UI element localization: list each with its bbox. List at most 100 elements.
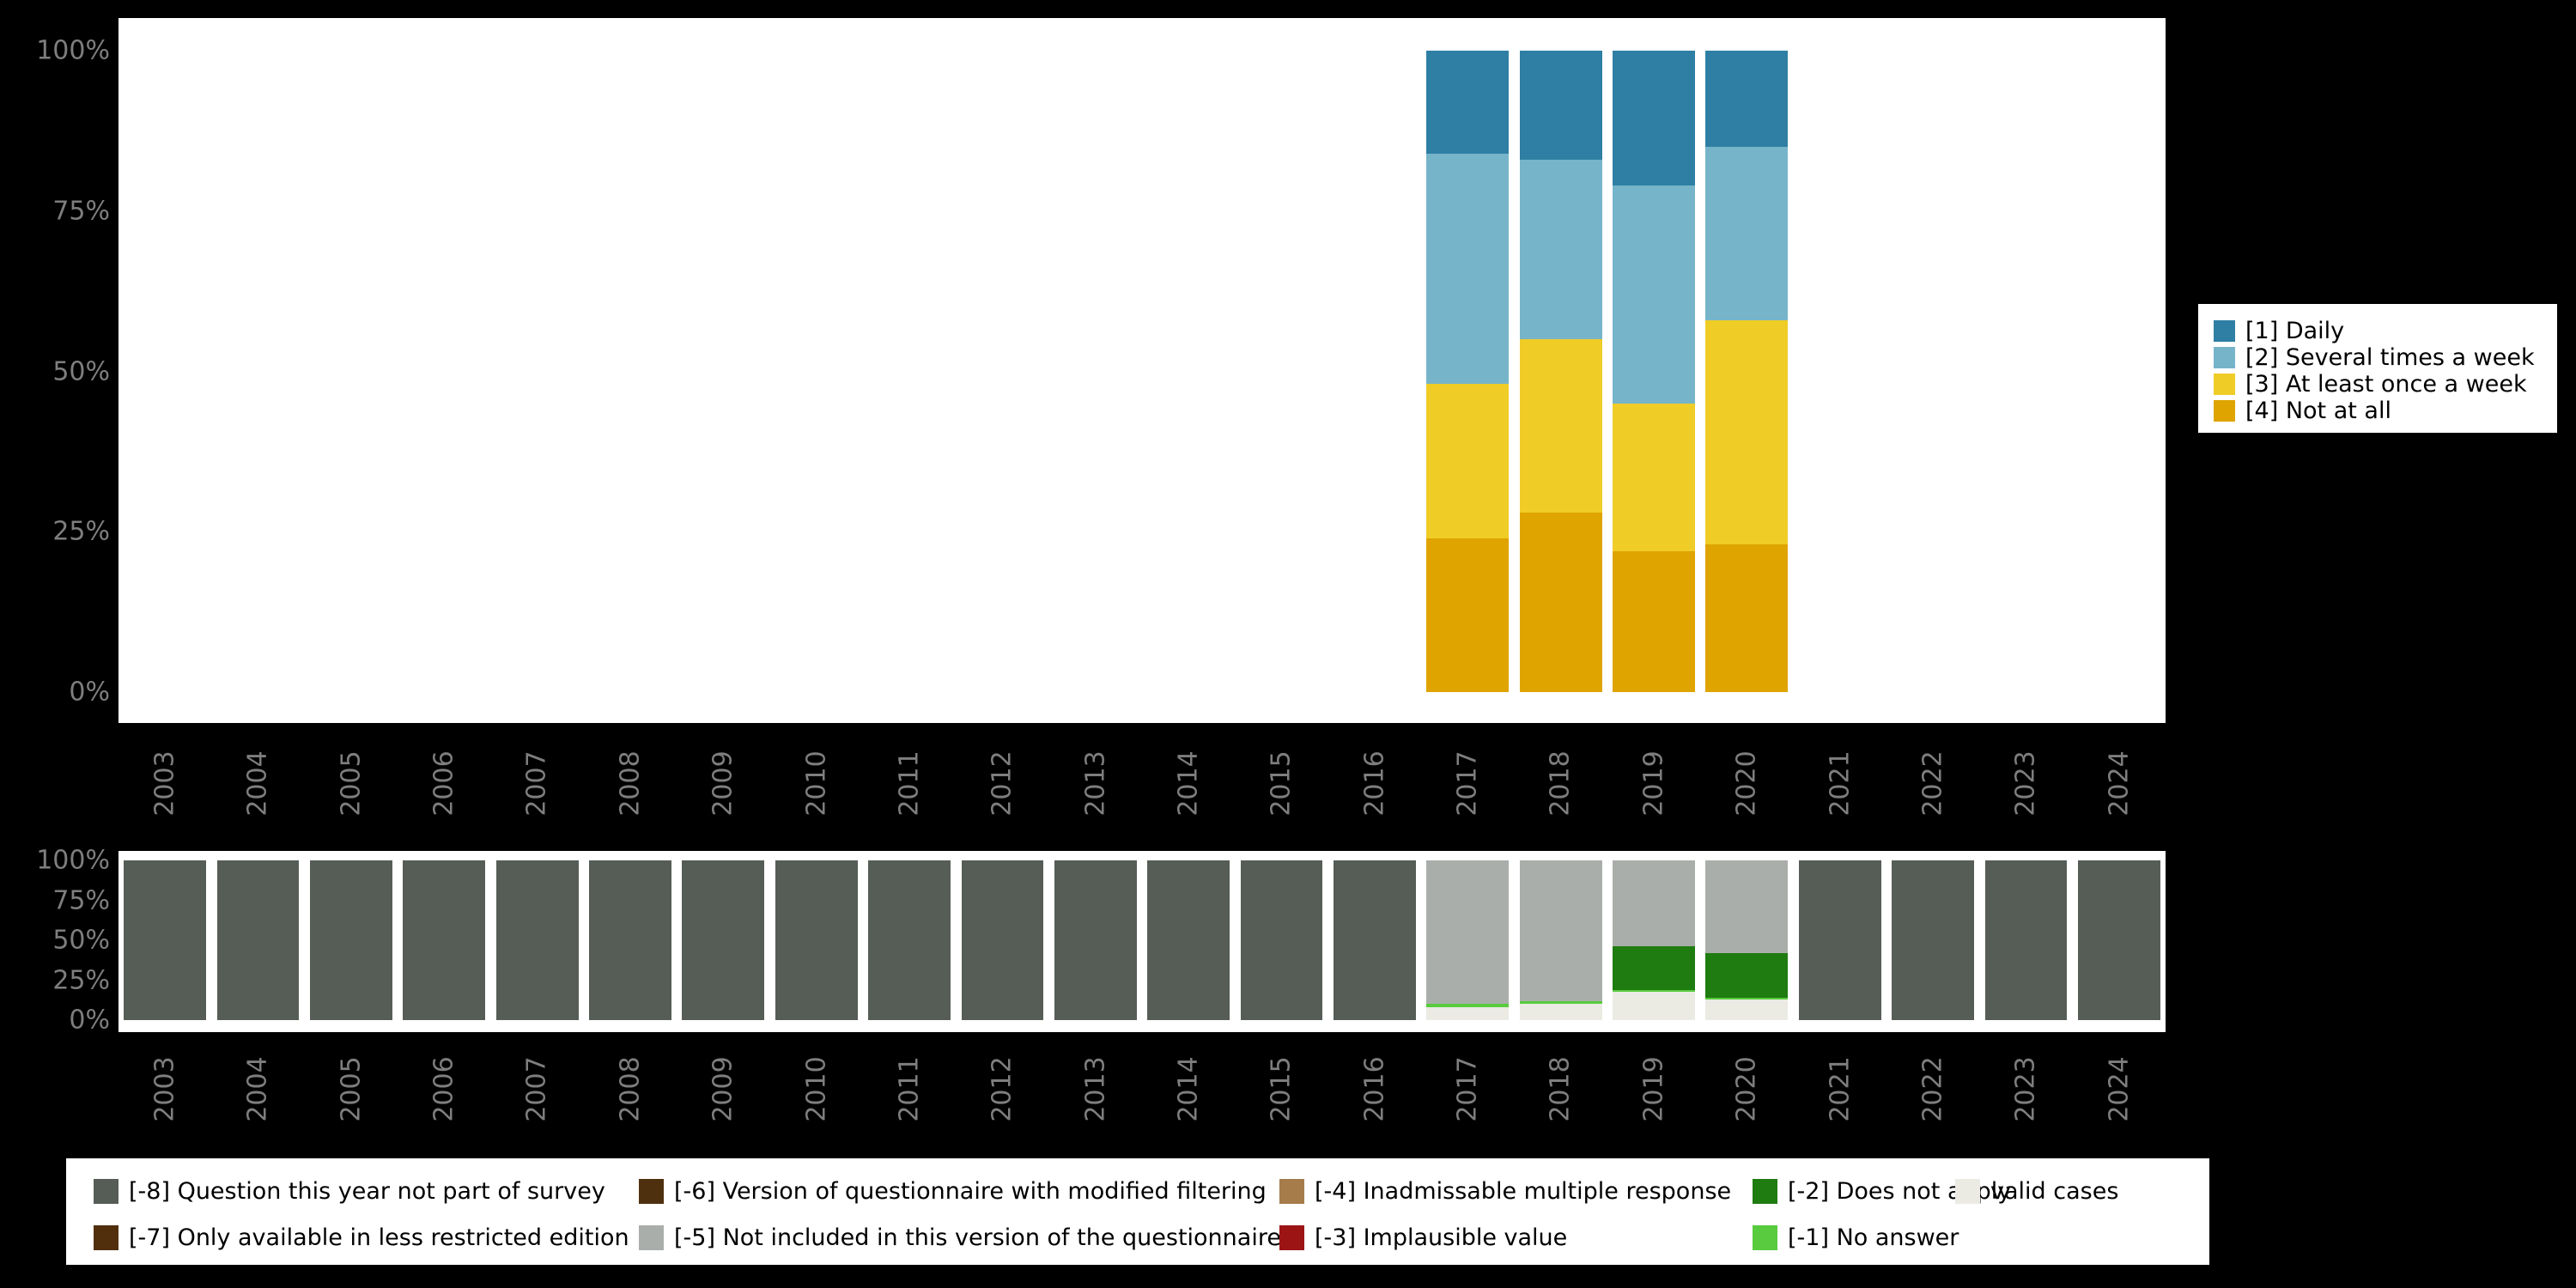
missing-values-chart-x-tick-2010: 2010 xyxy=(770,1041,863,1137)
frequency-chart-y-tick-25: 25% xyxy=(52,516,110,547)
frequency-chart-x-tick-label-2006: 2006 xyxy=(428,750,459,817)
missing-values-chart-x-tick-2024: 2024 xyxy=(2073,1041,2166,1137)
bar-2017-3-at-least-once-a-week xyxy=(1426,384,1510,538)
legend-item-5-not-included-in-this-version-of-the-questionnaire: [-5] Not included in this version of the… xyxy=(639,1223,1281,1252)
legend-item-label: [-1] No answer xyxy=(1788,1224,1959,1251)
bar-2018-1-daily xyxy=(1519,51,1602,160)
bar-2022-8-question-this-year-not-part-of-survey xyxy=(1892,860,1975,1020)
frequency-chart-x-tick-2014: 2014 xyxy=(1142,735,1235,831)
frequency-chart-x-tick-label-2008: 2008 xyxy=(615,750,646,817)
bar-2020-4-not-at-all xyxy=(1705,544,1789,692)
missing-values-chart-y-tick-100: 100% xyxy=(36,845,110,876)
legend-swatch-icon xyxy=(2214,374,2235,395)
bar-2023-8-question-this-year-not-part-of-survey xyxy=(1984,860,2068,1020)
missing-values-chart-x-tick-2022: 2022 xyxy=(1886,1041,1979,1137)
bar-2017-valid-cases xyxy=(1426,1007,1510,1020)
frequency-chart-x-tick-2009: 2009 xyxy=(677,735,769,831)
missing-values-chart-x-tick-2018: 2018 xyxy=(1514,1041,1607,1137)
frequency-chart-x-tick-2008: 2008 xyxy=(584,735,677,831)
frequency-legend: [1] Daily [2] Several times a week [3] At … xyxy=(2198,304,2557,433)
bar-2007-8-question-this-year-not-part-of-survey xyxy=(495,860,579,1020)
frequency-chart-x-tick-label-2003: 2003 xyxy=(149,750,180,817)
bar-2008-8-question-this-year-not-part-of-survey xyxy=(589,860,671,1020)
bar-2010-8-question-this-year-not-part-of-survey xyxy=(775,860,858,1020)
missing-values-chart-y-tick-75: 75% xyxy=(52,885,110,915)
bar-2019-4-not-at-all xyxy=(1613,550,1695,692)
frequency-chart-x-tick-label-2011: 2011 xyxy=(894,750,925,817)
missing-values-chart-y-tick-50: 50% xyxy=(52,925,110,956)
bar-2017-2-several-times-a-week xyxy=(1426,153,1510,385)
frequency-chart-x-tick-2011: 2011 xyxy=(863,735,956,831)
legend-item-label: [2] Several times a week xyxy=(2245,344,2535,371)
missing-values-chart-x-tick-2015: 2015 xyxy=(1235,1041,1327,1137)
missing-values-chart-x-tick-label-2020: 2020 xyxy=(1731,1055,1762,1122)
frequency-chart-x-tick-2003: 2003 xyxy=(118,735,211,831)
legend-item-1-daily: [1] Daily xyxy=(2214,318,2542,344)
missing-values-chart-x-tick-label-2022: 2022 xyxy=(1917,1055,1948,1122)
frequency-chart-x-tick-label-2005: 2005 xyxy=(336,750,367,817)
missing-values-chart-x-tick-2017: 2017 xyxy=(1421,1041,1514,1137)
frequency-chart-x-tick-2016: 2016 xyxy=(1328,735,1421,831)
legend-swatch-icon xyxy=(1279,1178,1304,1204)
missing-values-chart-x-tick-label-2010: 2010 xyxy=(801,1055,832,1122)
bar-2005-8-question-this-year-not-part-of-survey xyxy=(309,860,392,1020)
frequency-chart-x-tick-2004: 2004 xyxy=(211,735,304,831)
legend-swatch-icon xyxy=(1279,1224,1304,1250)
frequency-chart-x-tick-label-2019: 2019 xyxy=(1638,750,1669,817)
frequency-chart-x-tick-label-2023: 2023 xyxy=(2010,750,2041,817)
frequency-chart-x-tick-2018: 2018 xyxy=(1514,735,1607,831)
bar-2011-8-question-this-year-not-part-of-survey xyxy=(868,860,951,1020)
missing-values-chart-plot-area xyxy=(118,851,2166,1032)
bar-2003-8-question-this-year-not-part-of-survey xyxy=(124,860,207,1020)
frequency-chart-x-tick-2024: 2024 xyxy=(2073,735,2166,831)
bar-2017-1-no-answer xyxy=(1426,1004,1510,1008)
frequency-chart-plot-area xyxy=(118,18,2166,723)
missing-values-chart-x-tick-2005: 2005 xyxy=(305,1041,398,1137)
legend-item-1-no-answer: [-1] No answer xyxy=(1753,1223,1959,1252)
missing-values-chart-x-tick-label-2003: 2003 xyxy=(149,1055,180,1122)
legend-item-label: [3] At least once a week xyxy=(2245,371,2527,398)
missing-values-chart-x-tick-2013: 2013 xyxy=(1049,1041,1142,1137)
bar-2006-8-question-this-year-not-part-of-survey xyxy=(403,860,486,1020)
bar-2017-1-daily xyxy=(1426,51,1510,154)
bar-2020-valid-cases xyxy=(1705,999,1789,1020)
bar-2004-8-question-this-year-not-part-of-survey xyxy=(216,860,300,1020)
legend-swatch-icon xyxy=(1955,1178,1980,1204)
missing-values-chart-x-tick-2012: 2012 xyxy=(956,1041,1048,1137)
frequency-chart-x-tick-label-2013: 2013 xyxy=(1080,750,1111,817)
missing-values-chart-x-tick-label-2015: 2015 xyxy=(1267,1055,1297,1122)
frequency-chart-x-tick-label-2024: 2024 xyxy=(2104,750,2135,817)
legend-item-3-implausible-value: [-3] Implausible value xyxy=(1279,1223,1567,1252)
bar-2024-8-question-this-year-not-part-of-survey xyxy=(2077,860,2160,1020)
legend-swatch-icon xyxy=(2214,320,2235,342)
missing-values-chart-x-tick-2003: 2003 xyxy=(118,1041,211,1137)
frequency-chart-y-tick-0: 0% xyxy=(69,677,110,708)
frequency-chart-x-tick-2005: 2005 xyxy=(305,735,398,831)
missing-values-chart-x-tick-2023: 2023 xyxy=(1979,1041,2072,1137)
frequency-chart-x-tick-label-2004: 2004 xyxy=(243,750,274,817)
bar-2019-valid-cases xyxy=(1613,991,1695,1020)
legend-item-label: [1] Daily xyxy=(2245,318,2345,344)
missing-values-chart-x-tick-label-2014: 2014 xyxy=(1173,1055,1204,1122)
frequency-chart-x-tick-2013: 2013 xyxy=(1049,735,1142,831)
legend-item-label: [-8] Question this year not part of surv… xyxy=(129,1177,605,1205)
frequency-chart-x-tick-2019: 2019 xyxy=(1607,735,1700,831)
bar-2019-2-does-not-apply xyxy=(1613,946,1695,990)
bar-2014-8-question-this-year-not-part-of-survey xyxy=(1147,860,1230,1020)
legend-item-label: [-5] Not included in this version of the… xyxy=(674,1224,1281,1251)
missing-values-chart-x-tick-label-2011: 2011 xyxy=(894,1055,925,1122)
frequency-chart-x-tick-2021: 2021 xyxy=(1794,735,1886,831)
legend-item-label: [-3] Implausible value xyxy=(1315,1224,1568,1251)
bar-2012-8-question-this-year-not-part-of-survey xyxy=(961,860,1044,1020)
bar-2019-3-at-least-once-a-week xyxy=(1613,403,1695,551)
missing-values-chart-x-tick-label-2008: 2008 xyxy=(615,1055,646,1122)
bar-2019-1-daily xyxy=(1613,51,1695,185)
frequency-chart-x-tick-label-2010: 2010 xyxy=(801,750,832,817)
bar-2018-2-several-times-a-week xyxy=(1519,159,1602,340)
missing-values-chart-x-tick-2011: 2011 xyxy=(863,1041,956,1137)
legend-swatch-icon xyxy=(94,1178,118,1204)
bar-2019-2-several-times-a-week xyxy=(1613,185,1695,404)
missing-values-chart-x-tick-label-2006: 2006 xyxy=(428,1055,459,1122)
frequency-chart-x-tick-2007: 2007 xyxy=(490,735,583,831)
